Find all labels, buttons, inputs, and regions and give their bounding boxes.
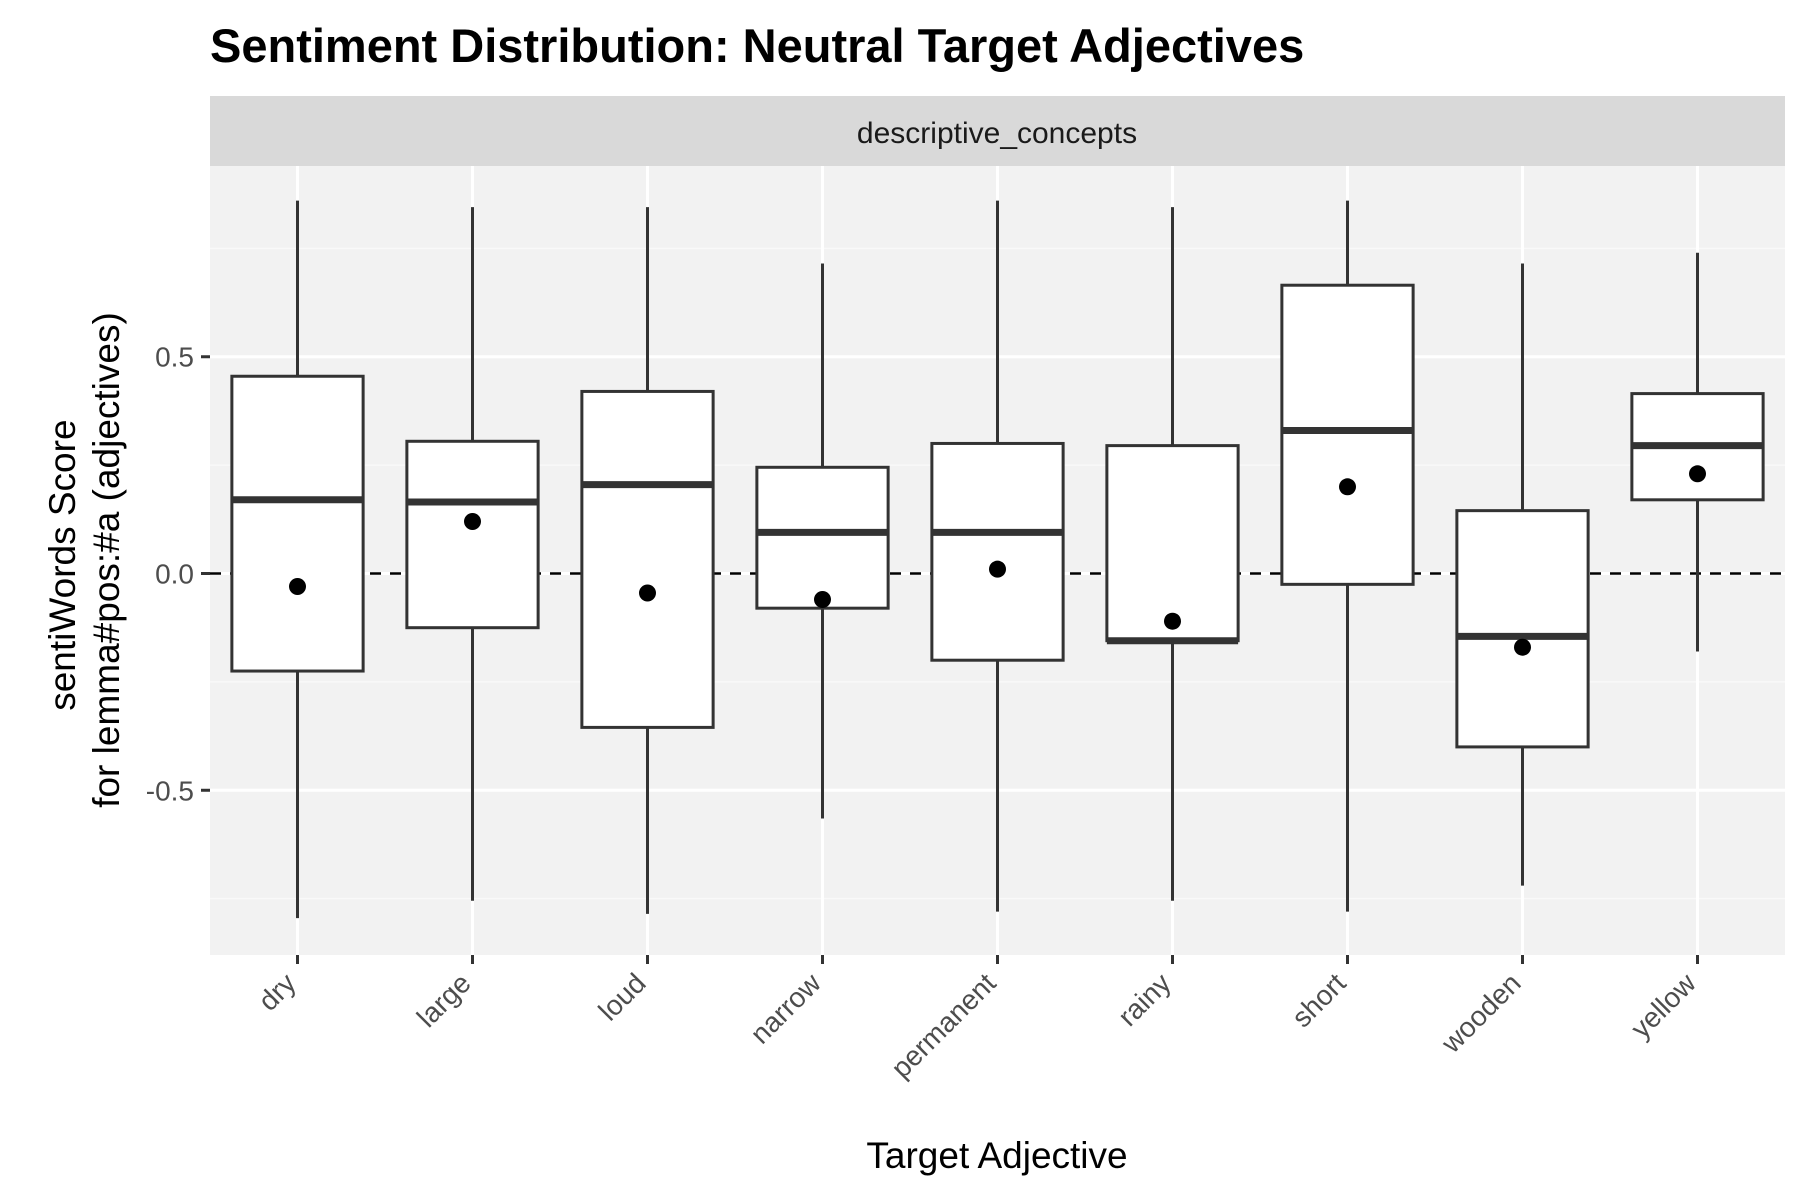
box-short (1280, 200, 1415, 912)
box-iqr (1105, 444, 1240, 643)
facet-strip (210, 96, 1785, 166)
x-axis-title: Target Adjective (866, 1135, 1127, 1176)
y-tick-label: -0.5 (146, 775, 194, 806)
x-tick-label: permanent (885, 967, 1002, 1084)
mean-point (639, 584, 656, 602)
box-iqr (580, 389, 715, 729)
mean-point (464, 512, 481, 530)
x-tick-label: loud (592, 967, 651, 1026)
y-axis-title: sentiWords Score for lemma#pos:#a (adjec… (42, 312, 127, 808)
facet-strip-label: descriptive_concepts (857, 117, 1137, 150)
box-narrow (755, 263, 890, 819)
mean-point (1689, 465, 1706, 483)
y-axis-title-line-1: sentiWords Score (42, 419, 83, 710)
mean-point (1164, 612, 1181, 630)
box-iqr (930, 441, 1065, 662)
mean-point (1514, 638, 1531, 656)
y-axis: 0.5 0.0 -0.5 (146, 342, 210, 806)
mean-point (289, 578, 306, 596)
mean-point (814, 591, 831, 609)
x-axis: dry large loud narrow permanent rainy short woo… (252, 955, 1702, 1084)
x-tick-label: large (411, 967, 477, 1033)
y-tick-label: 0.0 (155, 559, 194, 590)
box-rainy (1105, 207, 1240, 901)
box-iqr (755, 465, 890, 610)
x-tick-label: dry (252, 967, 301, 1016)
mean-point (989, 560, 1006, 578)
box-iqr (1280, 283, 1415, 586)
box-iqr (230, 374, 365, 673)
box-iqr (1455, 509, 1590, 749)
x-tick-label: yellow (1625, 967, 1702, 1044)
box-wooden (1455, 263, 1590, 886)
y-axis-title-line-2: for lemma#pos:#a (adjectives) (86, 312, 127, 808)
x-tick-label: wooden (1435, 967, 1527, 1059)
box-large (405, 207, 540, 901)
chart-title: Sentiment Distribution: Neutral Target A… (210, 19, 1304, 72)
mean-point (1339, 478, 1356, 496)
box-yellow (1630, 252, 1765, 652)
x-tick-label: narrow (744, 967, 827, 1050)
box-iqr (405, 439, 540, 630)
y-tick-label: 0.5 (155, 342, 194, 373)
box-layer (230, 200, 1765, 919)
box-loud (580, 207, 715, 914)
x-tick-label: short (1286, 967, 1352, 1033)
box-permanent (930, 200, 1065, 912)
x-tick-label: rainy (1112, 967, 1177, 1032)
box-dry (230, 200, 365, 919)
